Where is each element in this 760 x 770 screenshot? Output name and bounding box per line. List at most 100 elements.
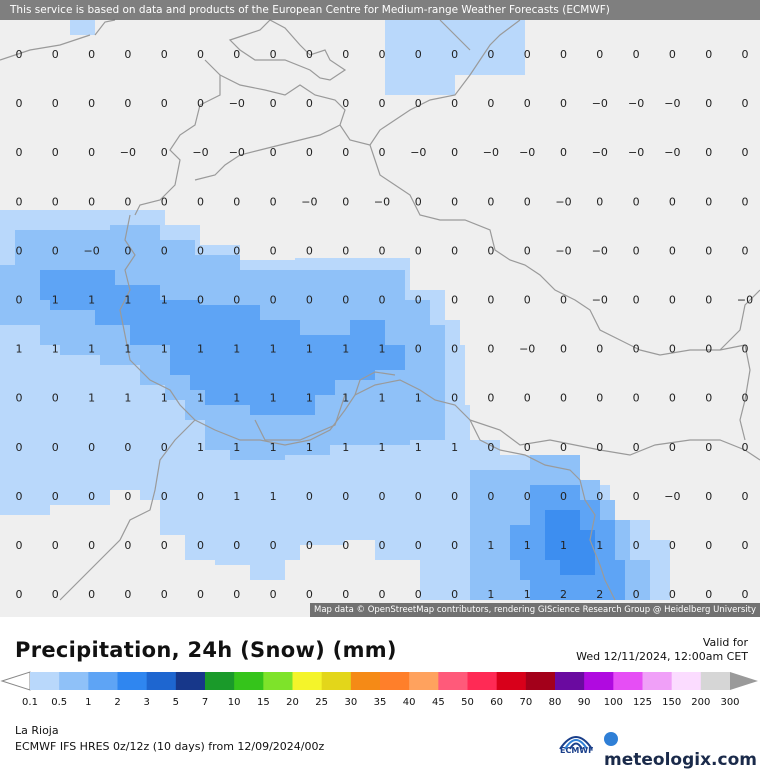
grid-value: 0 xyxy=(633,588,640,601)
grid-value: 0 xyxy=(487,294,494,307)
grid-value: −0 xyxy=(592,294,608,307)
grid-value: 0 xyxy=(451,588,458,601)
scale-label: 45 xyxy=(431,697,445,708)
grid-value: 0 xyxy=(415,294,422,307)
grid-value: 0 xyxy=(342,48,349,61)
grid-value: 0 xyxy=(524,195,531,208)
grid-value: 0 xyxy=(487,441,494,454)
grid-value: 0 xyxy=(16,195,23,208)
grid-value: 0 xyxy=(306,48,313,61)
grid-value: 0 xyxy=(161,539,168,552)
scale-swatch xyxy=(613,672,643,690)
grid-value: 1 xyxy=(197,343,204,356)
grid-value: 0 xyxy=(88,539,95,552)
grid-value: 0 xyxy=(524,244,531,257)
grid-value: 0 xyxy=(233,48,240,61)
precipitation-map[interactable]: 0 0 0 0 0 0 0 0 0 0 0 0 0 0 0 0 0 0 0 0 0 0 0 0 0 0 0 −0 0 0 0 0 0 0 0 0 0 −0… xyxy=(0,0,760,617)
grid-value: 0 xyxy=(596,490,603,503)
grid-value: 1 xyxy=(270,392,277,405)
grid-value: 0 xyxy=(415,490,422,503)
grid-value: 0 xyxy=(669,244,676,257)
grid-value: 0 xyxy=(415,343,422,356)
map-title: Precipitation, 24h (Snow) (mm) xyxy=(15,638,397,662)
grid-value: 0 xyxy=(88,146,95,159)
grid-value: 0 xyxy=(633,392,640,405)
grid-value: 0 xyxy=(742,244,749,257)
scale-swatch xyxy=(234,672,264,690)
ecmwf-disclaimer: This service is based on data and produc… xyxy=(0,0,760,20)
grid-value: 0 xyxy=(415,539,422,552)
grid-value: 0 xyxy=(16,539,23,552)
grid-value: 1 xyxy=(451,441,458,454)
grid-value: 0 xyxy=(742,343,749,356)
grid-value: 0 xyxy=(560,392,567,405)
grid-value: −0 xyxy=(192,146,208,159)
scale-label: 60 xyxy=(490,697,504,708)
grid-value: 0 xyxy=(596,195,603,208)
grid-value: −0 xyxy=(555,195,571,208)
grid-value: 0 xyxy=(306,97,313,110)
grid-value: 0 xyxy=(197,539,204,552)
admin-borders xyxy=(0,19,760,601)
grid-value: 0 xyxy=(379,294,386,307)
grid-value: 0 xyxy=(633,343,640,356)
grid-value: 1 xyxy=(487,588,494,601)
grid-value: 0 xyxy=(705,490,712,503)
scale-swatch xyxy=(175,672,206,690)
grid-value: 0 xyxy=(705,539,712,552)
grid-value: −0 xyxy=(120,146,136,159)
map-attribution[interactable]: Map data © OpenStreetMap contributors, r… xyxy=(310,603,760,617)
scale-swatch xyxy=(642,672,673,690)
grid-value: 0 xyxy=(88,441,95,454)
grid-value: 0 xyxy=(560,441,567,454)
grid-value: 0 xyxy=(742,195,749,208)
grid-value: 0 xyxy=(560,48,567,61)
scale-swatch xyxy=(321,672,352,690)
grid-value: 0 xyxy=(124,539,131,552)
grid-value: −0 xyxy=(592,146,608,159)
grid-value: 0 xyxy=(487,97,494,110)
grid-value: 0 xyxy=(742,146,749,159)
grid-value: 0 xyxy=(342,97,349,110)
grid-value: 1 xyxy=(88,392,95,405)
scale-label: 0.5 xyxy=(51,697,68,708)
grid-value: 0 xyxy=(596,392,603,405)
grid-value: 0 xyxy=(742,588,749,601)
grid-value: 0 xyxy=(742,539,749,552)
ecmwf-logo-icon xyxy=(559,736,593,750)
grid-value: 1 xyxy=(124,294,131,307)
grid-value: 0 xyxy=(669,294,676,307)
grid-value: 0 xyxy=(233,195,240,208)
scale-swatch xyxy=(59,672,89,690)
region-name: La Rioja xyxy=(15,724,59,737)
grid-value: 0 xyxy=(415,97,422,110)
grid-value: 0 xyxy=(124,244,131,257)
grid-value: 1 xyxy=(161,294,168,307)
meteologix-brand[interactable]: meteologix.com xyxy=(604,730,760,770)
scale-label: 7 xyxy=(201,697,209,708)
grid-value: 0 xyxy=(415,48,422,61)
grid-value: 0 xyxy=(451,195,458,208)
grid-value: 0 xyxy=(88,588,95,601)
grid-value: 0 xyxy=(342,539,349,552)
grid-value: 0 xyxy=(669,539,676,552)
scale-label: 100 xyxy=(603,697,623,708)
scale-label: 0.1 xyxy=(22,697,38,708)
grid-value: 0 xyxy=(633,195,640,208)
grid-value: 1 xyxy=(270,490,277,503)
grid-value: 0 xyxy=(633,490,640,503)
grid-value: −0 xyxy=(737,294,753,307)
grid-value: 0 xyxy=(742,490,749,503)
grid-value: 0 xyxy=(487,48,494,61)
grid-value: 0 xyxy=(415,195,422,208)
grid-value: 0 xyxy=(306,146,313,159)
grid-value: 0 xyxy=(161,195,168,208)
grid-value: 1 xyxy=(524,588,531,601)
grid-value: 1 xyxy=(233,441,240,454)
grid-value: 0 xyxy=(524,392,531,405)
value-grid: 0 0 0 0 0 0 0 0 0 0 0 0 0 0 0 0 0 0 0 0 0 0 0 0 0 0 0 −0 0 0 0 0 0 0 0 0 0 −0… xyxy=(16,48,754,601)
grid-value: 0 xyxy=(124,48,131,61)
scale-label: 90 xyxy=(577,697,591,708)
grid-value: −0 xyxy=(410,146,426,159)
grid-value: −0 xyxy=(374,195,390,208)
